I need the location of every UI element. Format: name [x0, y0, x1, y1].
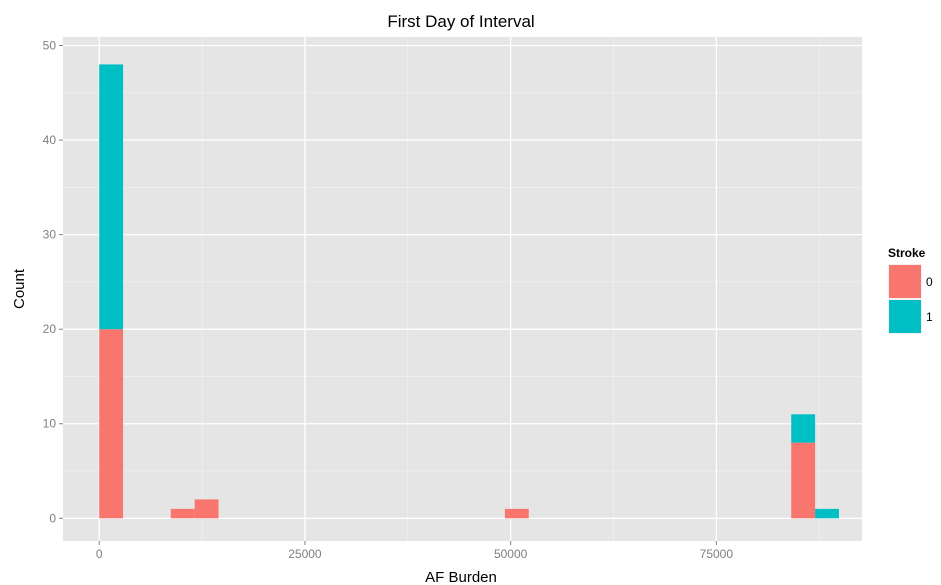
x-tick-label: 75000: [700, 547, 734, 561]
bar-segment-0: [194, 499, 219, 519]
legend: Stroke 0 1: [888, 246, 933, 334]
x-axis: 0 25000 50000 75000: [96, 541, 733, 561]
bar-segment-1: [815, 508, 839, 519]
plot-panel: [63, 37, 862, 541]
grid-minor: [63, 37, 862, 541]
chart-title: First Day of Interval: [387, 12, 534, 31]
x-tick-label: 0: [96, 547, 103, 561]
x-axis-title: AF Burden: [425, 569, 497, 585]
legend-label-0: 0: [926, 275, 933, 289]
y-tick-label: 40: [43, 133, 57, 147]
bar-segment-0: [504, 508, 529, 519]
y-axis-title: Count: [11, 268, 28, 309]
y-tick-label: 50: [43, 39, 57, 53]
bar-segment-1: [99, 64, 124, 330]
bar-segment-1: [791, 414, 816, 443]
bar-segment-0: [170, 508, 195, 519]
y-tick-label: 30: [43, 228, 57, 242]
y-tick-label: 0: [49, 511, 56, 525]
bar-segment-0: [99, 329, 124, 519]
legend-key-0: [889, 265, 921, 298]
y-axis: 0 10 20 30 40 50: [43, 39, 63, 525]
y-tick-label: 20: [43, 322, 57, 336]
y-tick-label: 10: [43, 417, 57, 431]
x-tick-label: 50000: [494, 547, 528, 561]
legend-key-1: [889, 300, 921, 333]
bar-segment-0: [791, 442, 816, 519]
legend-title: Stroke: [888, 246, 926, 260]
x-tick-label: 25000: [288, 547, 322, 561]
legend-label-1: 1: [926, 310, 933, 324]
grid-major: [63, 37, 862, 541]
bars: [99, 64, 839, 519]
